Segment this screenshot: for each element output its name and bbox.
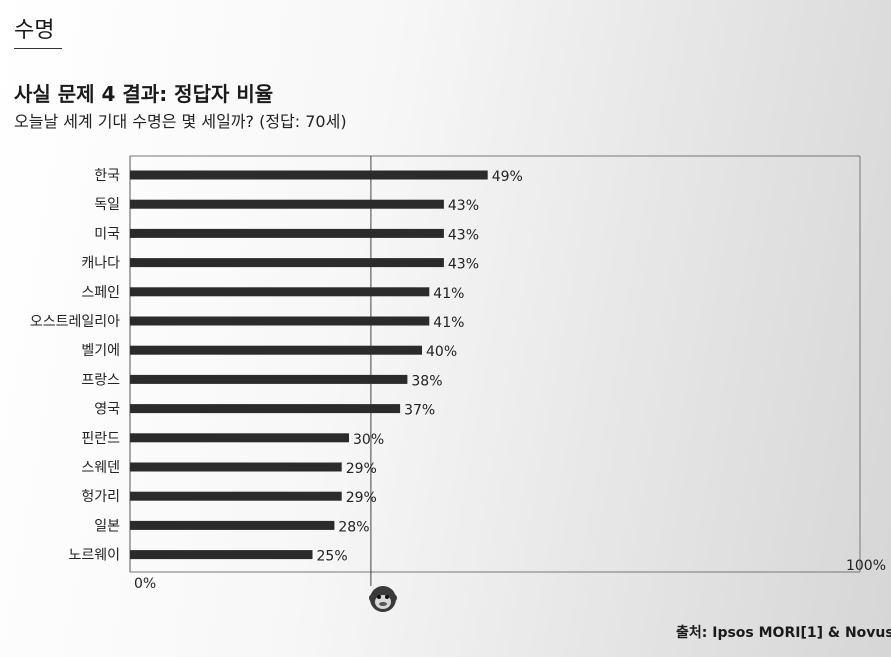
chimp-icon [369, 586, 397, 612]
category-label: 노르웨이 [68, 548, 120, 564]
category-label: 한국 [94, 168, 120, 184]
bar [130, 433, 349, 443]
section-underline [14, 48, 62, 49]
value-label: 25% [317, 549, 348, 565]
bar [130, 316, 430, 326]
category-label: 미국 [94, 226, 120, 242]
chart-title: 사실 문제 4 결과: 정답자 비율 [14, 82, 274, 106]
category-label: 핀란드 [81, 431, 120, 447]
category-label: 일본 [94, 518, 120, 534]
category-label: 프랑스 [81, 372, 120, 388]
bar [130, 491, 342, 501]
bar [130, 404, 401, 414]
value-label: 29% [346, 490, 377, 506]
bar [130, 345, 422, 355]
value-label: 38% [411, 373, 442, 389]
value-label: 41% [433, 286, 464, 302]
bar [130, 550, 313, 560]
x-tick-label: 100% [846, 558, 886, 574]
x-tick-label: 0% [134, 576, 156, 592]
value-label: 40% [426, 344, 457, 360]
bar [130, 170, 488, 180]
value-label: 49% [492, 169, 523, 185]
bar [130, 462, 342, 472]
value-label: 30% [353, 432, 384, 448]
bar [130, 520, 335, 530]
value-label: 41% [433, 315, 464, 331]
value-label: 43% [448, 198, 479, 214]
bar [130, 228, 444, 238]
value-label: 37% [404, 403, 435, 419]
value-label: 43% [448, 227, 479, 243]
value-label: 28% [338, 519, 369, 535]
category-label: 스웨덴 [81, 460, 120, 476]
category-label: 영국 [94, 402, 120, 418]
value-label: 43% [448, 257, 479, 273]
category-label: 오스트레일리아 [30, 314, 120, 330]
value-label: 29% [346, 461, 377, 477]
bar [130, 258, 444, 268]
chart-subtitle: 오늘날 세계 기대 수명은 몇 세일까? (정답: 70세) [14, 112, 347, 131]
category-label: 독일 [94, 197, 120, 213]
source-note: 출처: Ipsos MORI[1] & Novus[1] [676, 625, 891, 641]
category-label: 캐나다 [81, 256, 120, 272]
bar [130, 287, 430, 297]
category-label: 벨기에 [81, 343, 120, 359]
category-label: 헝가리 [81, 489, 120, 505]
category-label: 스페인 [81, 285, 120, 301]
bar [130, 199, 444, 209]
bar [130, 374, 408, 384]
section-title: 수명 [14, 18, 55, 43]
